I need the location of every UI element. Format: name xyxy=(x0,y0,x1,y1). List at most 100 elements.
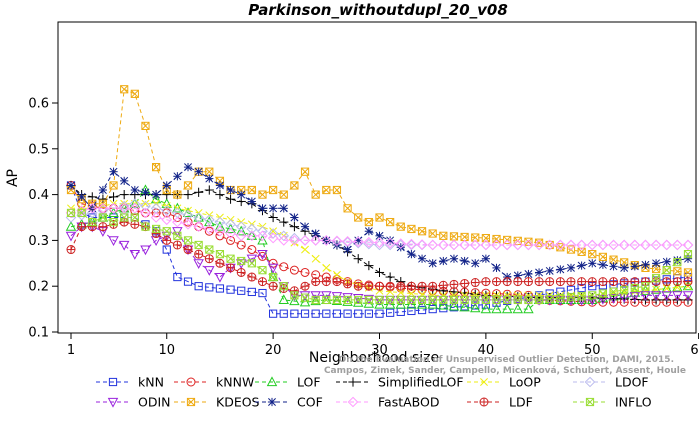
data-point xyxy=(396,243,405,252)
data-point xyxy=(375,281,384,291)
data-point xyxy=(342,296,353,306)
data-point xyxy=(501,239,513,251)
data-point xyxy=(354,295,363,305)
data-point xyxy=(204,185,214,195)
data-point xyxy=(98,222,108,232)
data-point xyxy=(470,278,480,288)
data-point xyxy=(406,238,417,250)
data-point xyxy=(77,192,86,201)
data-point xyxy=(534,277,544,287)
data-point xyxy=(682,291,694,302)
data-point xyxy=(587,293,597,303)
data-point xyxy=(161,214,173,226)
data-point xyxy=(108,207,119,218)
data-point xyxy=(162,235,172,245)
data-point xyxy=(183,245,193,255)
legend-label: COF xyxy=(297,395,323,410)
data-point xyxy=(672,239,683,251)
data-point xyxy=(300,167,310,176)
legend-marker xyxy=(107,397,119,408)
data-point xyxy=(76,209,87,221)
data-point xyxy=(141,188,150,197)
data-point xyxy=(353,254,363,264)
data-point xyxy=(247,287,256,297)
data-point xyxy=(290,291,299,300)
legend-item-ldf: LDF xyxy=(467,395,533,410)
data-point xyxy=(618,239,630,251)
data-point xyxy=(130,219,140,229)
data-point xyxy=(481,295,490,305)
data-point xyxy=(364,295,373,305)
data-point xyxy=(141,121,150,131)
data-point xyxy=(269,309,278,318)
y-axis: 0.1 0.2 0.3 0.4 0.5 0.6 xyxy=(28,97,58,341)
data-point xyxy=(609,287,618,296)
data-point xyxy=(502,277,512,287)
y-tick-label: 0.1 xyxy=(28,326,49,341)
legend-item-knn: kNN xyxy=(96,375,164,390)
x-tick-label: 20 xyxy=(265,343,282,358)
data-point xyxy=(162,245,171,254)
data-point xyxy=(375,295,384,305)
data-point xyxy=(246,223,258,235)
legend-marker xyxy=(480,378,488,386)
data-point xyxy=(289,265,299,275)
data-point xyxy=(375,286,384,295)
data-point xyxy=(332,185,342,195)
data-point xyxy=(215,284,225,293)
data-point xyxy=(322,295,331,305)
data-point xyxy=(88,213,97,222)
legend-marker xyxy=(108,377,118,387)
data-point xyxy=(141,222,150,231)
legend-item-lof: LOF xyxy=(255,375,321,390)
data-point xyxy=(407,224,416,234)
legend-marker xyxy=(479,397,489,407)
data-point xyxy=(343,204,352,213)
data-point xyxy=(364,227,373,236)
data-point xyxy=(161,231,172,242)
data-point xyxy=(236,267,246,277)
y-axis-label: AP xyxy=(5,169,21,187)
data-point xyxy=(577,261,586,270)
data-point xyxy=(343,309,352,318)
data-point xyxy=(321,277,331,287)
data-point xyxy=(683,250,693,259)
data-point xyxy=(459,301,470,312)
legend-marker xyxy=(186,377,196,387)
watermark-line-1: On the Evaluation of Unsupervised Outlie… xyxy=(339,355,674,365)
data-point xyxy=(65,221,77,231)
x-tick-label: 10 xyxy=(158,343,175,358)
data-point xyxy=(258,288,267,298)
data-point xyxy=(172,216,183,228)
data-point xyxy=(173,172,182,181)
data-point xyxy=(620,288,629,297)
data-point xyxy=(375,309,384,318)
data-point xyxy=(586,239,598,251)
data-point xyxy=(77,222,87,232)
x-tick-label: 60 xyxy=(690,343,699,358)
data-point xyxy=(374,267,385,278)
data-point xyxy=(300,281,310,291)
data-point xyxy=(396,288,405,297)
data-point xyxy=(682,280,694,291)
data-point xyxy=(215,190,225,200)
data-point xyxy=(363,238,375,250)
data-point xyxy=(439,231,448,240)
data-point xyxy=(173,190,182,199)
data-point xyxy=(501,303,513,314)
data-point xyxy=(97,203,109,214)
data-point xyxy=(258,204,267,213)
data-point xyxy=(311,254,320,263)
data-point xyxy=(279,262,289,272)
data-point xyxy=(513,277,523,287)
data-point xyxy=(247,245,257,255)
legend-item-inflo: INFLO xyxy=(573,395,652,410)
data-point xyxy=(682,239,694,251)
data-point xyxy=(235,225,247,236)
data-point xyxy=(609,255,618,264)
data-point xyxy=(651,259,661,268)
data-point xyxy=(577,247,586,256)
data-point xyxy=(386,308,395,317)
data-point xyxy=(66,181,76,190)
data-point xyxy=(428,229,437,238)
